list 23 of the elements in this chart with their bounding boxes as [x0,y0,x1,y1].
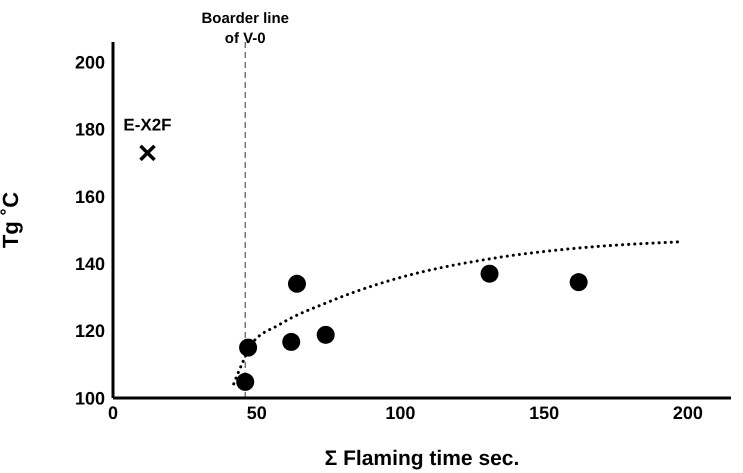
x-tick-label: 200 [672,402,703,423]
x-tick-label: 0 [108,402,118,423]
y-tick-label: 120 [74,321,105,342]
point [239,338,258,357]
x-tick-label: 50 [246,402,267,423]
y-tick-label: 140 [74,254,105,274]
series-label: E-X2F [123,115,172,134]
y-tick-label: 200 [74,52,105,73]
y-tick-label: 160 [74,186,105,207]
point [316,326,335,344]
x-axis-title: Σ Flaming time sec. [324,447,520,470]
point [236,372,254,391]
point [480,264,499,283]
point [570,273,588,292]
ref-line-label: Boarder line of V-0 [201,10,289,47]
y-tick-label: 180 [74,120,105,140]
x-tick-label: 150 [529,402,560,423]
y-axis-title: Tg ˚C [0,192,23,248]
y-tick-label: 100 [74,388,105,408]
x-tick-label: 100 [385,402,416,423]
point [288,274,306,293]
point [138,144,156,162]
point [282,332,300,351]
